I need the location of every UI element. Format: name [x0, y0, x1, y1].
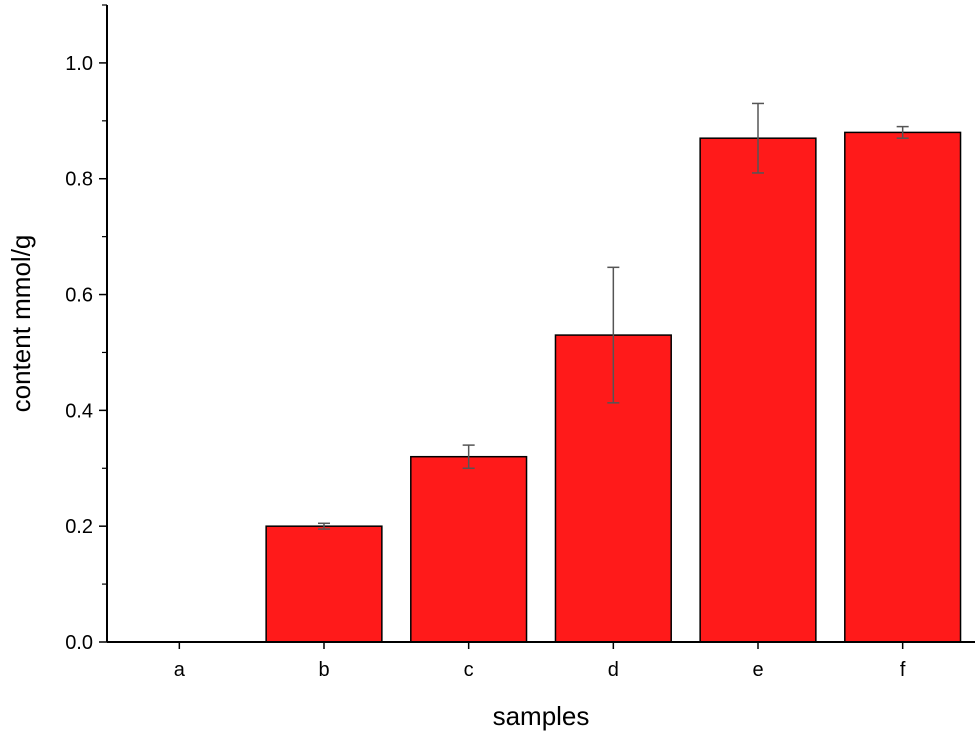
- error-bar-c: [462, 444, 475, 470]
- x-tick-label-f: f: [900, 659, 906, 681]
- error-bar-f: [896, 125, 909, 139]
- y-axis-ticks: 0.0 0.2 0.4 0.6 0.8 1.0: [65, 4, 107, 654]
- x-tick-label-a: a: [174, 659, 186, 681]
- bar-c: [410, 455, 528, 643]
- x-axis-title: samples: [493, 701, 590, 731]
- x-tick-label-e: e: [752, 659, 763, 681]
- plot-area: [265, 102, 962, 643]
- x-tick-label-b: b: [318, 659, 329, 681]
- x-axis-ticks: a b c d e f: [174, 642, 906, 681]
- x-tick-label-c: c: [464, 659, 474, 681]
- error-bar-e: [752, 102, 764, 174]
- bar-f: [844, 131, 962, 643]
- y-tick-label-1.0: 1.0: [65, 53, 93, 75]
- y-tick-label-0.4: 0.4: [65, 400, 93, 422]
- error-bar-b: [318, 522, 330, 530]
- x-tick-label-d: d: [608, 659, 619, 681]
- y-tick-label-0.6: 0.6: [65, 285, 93, 307]
- bar-b: [265, 525, 383, 643]
- y-tick-label-0.0: 0.0: [65, 632, 93, 654]
- error-bar-d: [607, 266, 620, 404]
- y-tick-label-0.2: 0.2: [65, 516, 93, 538]
- y-axis-title: content mmol/g: [6, 235, 36, 413]
- bar-e: [699, 137, 817, 643]
- y-tick-label-0.8: 0.8: [65, 169, 93, 191]
